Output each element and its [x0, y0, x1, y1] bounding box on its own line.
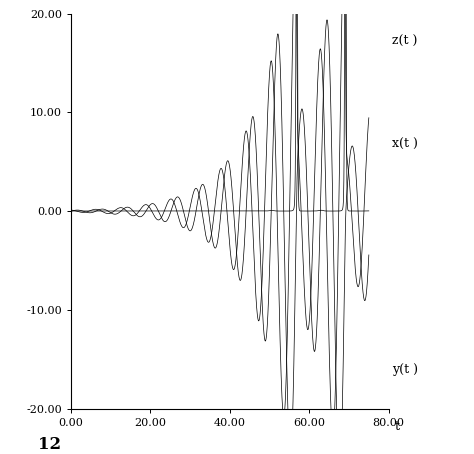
Text: z(t ): z(t ) [392, 35, 417, 48]
Text: y(t ): y(t ) [392, 363, 418, 375]
Text: 12: 12 [38, 436, 61, 454]
Text: x(t ): x(t ) [392, 138, 418, 150]
Text: t: t [395, 420, 400, 434]
